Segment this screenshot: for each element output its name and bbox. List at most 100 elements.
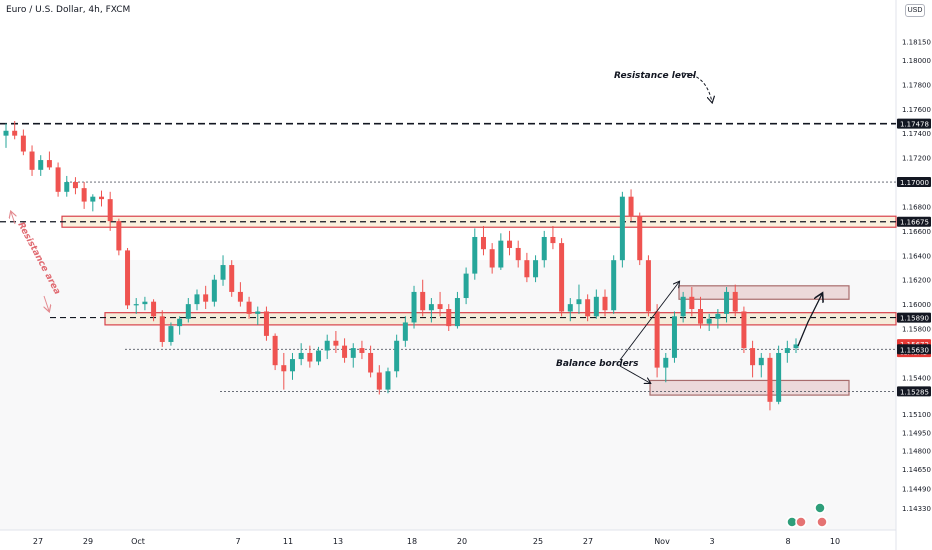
candle-body[interactable] <box>20 135 26 152</box>
candle-body[interactable] <box>541 236 547 261</box>
candle-body[interactable] <box>715 313 721 319</box>
candle-body[interactable] <box>750 348 756 366</box>
candle-body[interactable] <box>689 296 695 310</box>
candle-body[interactable] <box>255 311 261 314</box>
candle-body[interactable] <box>12 130 18 136</box>
candle-body[interactable] <box>246 301 252 314</box>
candle-body[interactable] <box>185 304 191 319</box>
candle-body[interactable] <box>281 365 287 372</box>
candle-body[interactable] <box>90 196 96 202</box>
candle-body[interactable] <box>611 260 617 311</box>
candle-body[interactable] <box>533 260 539 278</box>
candle-body[interactable] <box>38 160 44 170</box>
candle-body[interactable] <box>376 372 382 390</box>
candle-body[interactable] <box>628 196 634 217</box>
candle-body[interactable] <box>463 273 469 299</box>
x-tick-label: 27 <box>583 537 593 546</box>
x-tick-label: Oct <box>131 537 145 546</box>
candle-body[interactable] <box>411 291 417 323</box>
candle-body[interactable] <box>454 298 460 327</box>
candle-body[interactable] <box>567 304 573 312</box>
candle-body[interactable] <box>428 304 434 311</box>
candle-body[interactable] <box>724 291 730 314</box>
candle-body[interactable] <box>758 357 764 366</box>
candle-body[interactable] <box>776 352 782 402</box>
y-tick-label: 1.17800 <box>902 81 931 89</box>
candle-body[interactable] <box>507 240 513 248</box>
candle-body[interactable] <box>698 309 704 324</box>
candle-body[interactable] <box>663 357 669 368</box>
candle-body[interactable] <box>394 340 400 372</box>
candle-body[interactable] <box>402 322 408 341</box>
candle-body[interactable] <box>524 260 530 278</box>
candle-body[interactable] <box>116 221 122 251</box>
candle-body[interactable] <box>98 196 104 200</box>
candle-body[interactable] <box>350 348 356 358</box>
candle-body[interactable] <box>637 216 643 261</box>
candle-body[interactable] <box>368 352 374 373</box>
candle-body[interactable] <box>133 304 139 306</box>
event-icons[interactable] <box>786 502 828 528</box>
candle-body[interactable] <box>298 352 304 360</box>
candle-body[interactable] <box>263 311 269 336</box>
candle-body[interactable] <box>107 199 113 222</box>
candle-body[interactable] <box>237 291 243 302</box>
candle-body[interactable] <box>46 160 52 168</box>
candle-body[interactable] <box>446 309 452 327</box>
candle-body[interactable] <box>316 350 322 362</box>
candle-body[interactable] <box>472 236 478 274</box>
candle-body[interactable] <box>177 318 183 327</box>
candle-body[interactable] <box>272 335 278 366</box>
candle-body[interactable] <box>159 316 165 342</box>
candle-body[interactable] <box>29 151 35 170</box>
candle-body[interactable] <box>125 250 131 306</box>
candle-body[interactable] <box>671 316 677 358</box>
candle-body[interactable] <box>793 344 799 349</box>
candle-body[interactable] <box>333 340 339 346</box>
candle-body[interactable] <box>654 311 660 368</box>
candle-body[interactable] <box>203 294 209 302</box>
candle-body[interactable] <box>732 291 738 312</box>
candle-body[interactable] <box>342 345 348 358</box>
candle-body[interactable] <box>593 296 599 317</box>
candle-body[interactable] <box>151 301 157 317</box>
candle-body[interactable] <box>602 296 608 311</box>
candle-body[interactable] <box>420 291 426 311</box>
candle-body[interactable] <box>324 340 330 351</box>
candle-body[interactable] <box>194 294 200 305</box>
candle-body[interactable] <box>168 326 174 342</box>
candle-body[interactable] <box>515 247 521 261</box>
candle-body[interactable] <box>498 240 504 268</box>
candle-body[interactable] <box>645 260 651 312</box>
candle-body[interactable] <box>680 296 686 317</box>
candle-body[interactable] <box>585 299 591 317</box>
candle-body[interactable] <box>385 371 391 390</box>
currency-button[interactable]: USD <box>905 4 925 17</box>
candle-body[interactable] <box>3 130 9 136</box>
candle-body[interactable] <box>489 249 495 268</box>
candle-body[interactable] <box>706 318 712 324</box>
candle-body[interactable] <box>64 182 70 192</box>
candle-body[interactable] <box>81 188 87 202</box>
candle-body[interactable] <box>550 236 556 244</box>
candle-body[interactable] <box>142 301 148 305</box>
candle-body[interactable] <box>220 265 226 280</box>
candle-body[interactable] <box>576 299 582 305</box>
candle-body[interactable] <box>211 279 217 302</box>
candle-body[interactable] <box>289 359 295 372</box>
candle-body[interactable] <box>359 348 365 353</box>
candle-body[interactable] <box>559 243 565 312</box>
candle-body[interactable] <box>767 357 773 402</box>
x-tick-label: Nov <box>654 537 670 546</box>
candle-body[interactable] <box>55 167 61 192</box>
candle-body[interactable] <box>307 352 313 362</box>
candle-body[interactable] <box>619 196 625 261</box>
candle-body[interactable] <box>72 182 78 189</box>
candle-body[interactable] <box>229 265 235 292</box>
candle-body[interactable] <box>784 348 790 353</box>
candle-body[interactable] <box>741 311 747 349</box>
candle-body[interactable] <box>480 236 486 250</box>
candle-body[interactable] <box>437 304 443 310</box>
